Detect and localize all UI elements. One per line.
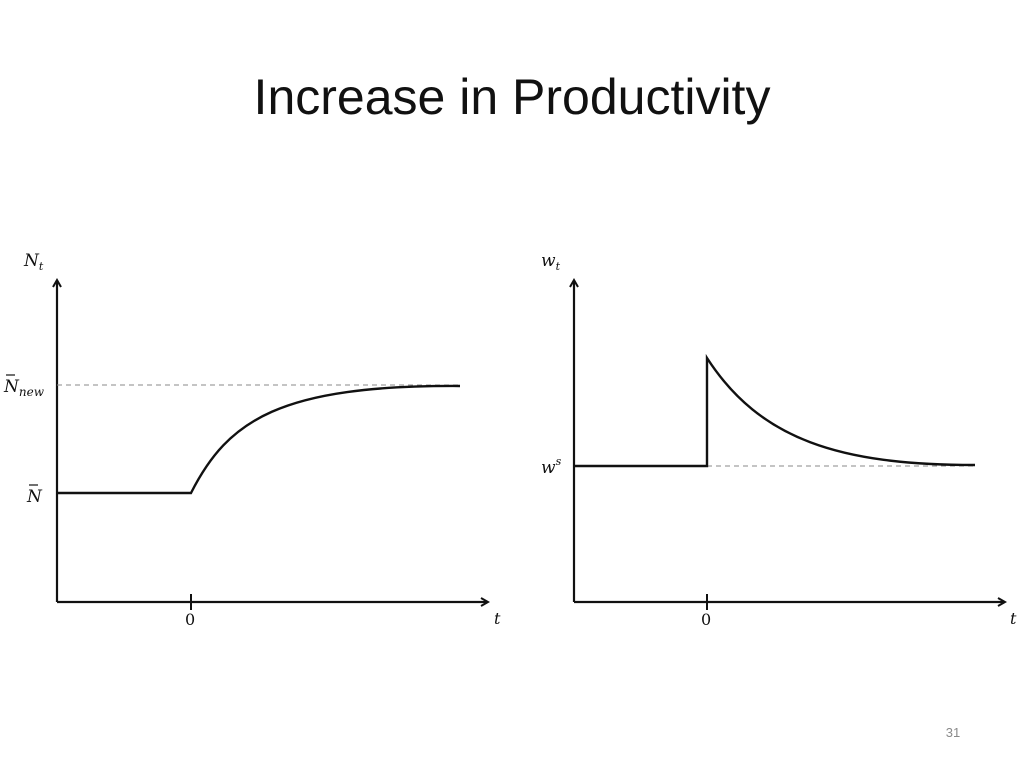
left-y-axis-label: Nt [23,251,44,273]
left-x-axis-label: t [494,609,501,628]
right-panel-wage: wt ws 0 t [541,251,1017,629]
left-level-low-label: N [26,487,43,507]
page-number: 31 [945,725,961,740]
right-wage-path [574,353,976,468]
right-level-label: ws [541,455,562,478]
right-y-axis-label: wt [541,251,561,273]
left-panel-employment: Nt Nnew N 0 t [3,251,501,629]
right-zero-label: 0 [701,610,711,629]
slide-title: Increase in Productivity [253,69,771,125]
right-x-axis-label: t [1010,609,1017,628]
left-zero-label: 0 [185,610,195,629]
left-employment-path [57,384,461,495]
left-level-high-label: Nnew [3,377,45,399]
